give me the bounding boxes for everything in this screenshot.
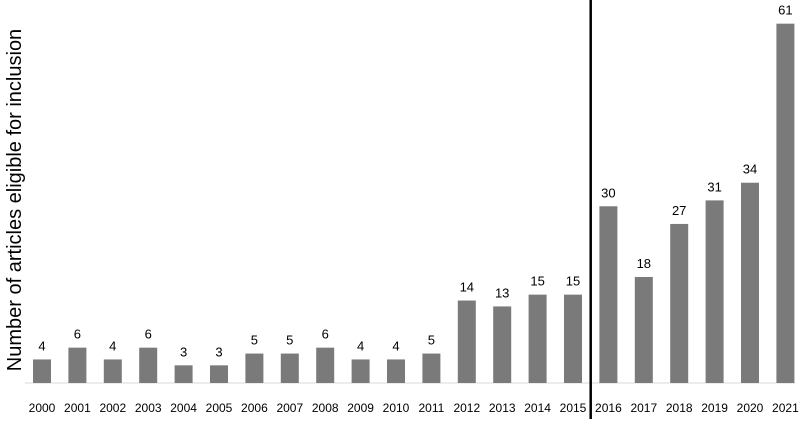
category-label-2012: 2012 (453, 401, 480, 415)
category-label-2005: 2005 (206, 401, 233, 415)
category-label-2006: 2006 (241, 401, 268, 415)
bar-2004 (174, 365, 193, 383)
bar-2013 (493, 306, 512, 383)
category-label-2003: 2003 (135, 401, 162, 415)
y-axis-label: Number of articles eligible for inclusio… (4, 29, 26, 371)
category-label-2013: 2013 (489, 401, 516, 415)
category-label-2014: 2014 (524, 401, 551, 415)
bar-2006 (245, 353, 264, 383)
bar-2017 (634, 276, 653, 383)
value-label-2019: 31 (707, 179, 721, 194)
value-label-2014: 15 (530, 274, 544, 289)
bar-2001 (68, 347, 87, 383)
value-label-2007: 5 (286, 333, 293, 348)
bar-2007 (280, 353, 299, 383)
category-label-2015: 2015 (560, 401, 587, 415)
value-label-2002: 4 (109, 338, 116, 353)
value-label-2001: 6 (74, 327, 81, 342)
category-label-2002: 2002 (99, 401, 126, 415)
category-label-2018: 2018 (666, 401, 693, 415)
value-label-2003: 6 (145, 327, 152, 342)
category-label-2004: 2004 (170, 401, 197, 415)
bar-2020 (741, 182, 759, 383)
category-label-2010: 2010 (383, 401, 410, 415)
bar-2000 (33, 359, 51, 383)
category-label-2017: 2017 (630, 401, 657, 415)
bar-2015 (564, 294, 582, 383)
bar-2010 (387, 359, 405, 383)
value-label-2011: 5 (428, 333, 435, 348)
value-label-2017: 18 (637, 256, 651, 271)
category-label-2008: 2008 (312, 401, 339, 415)
value-label-2010: 4 (392, 338, 399, 353)
category-label-2021: 2021 (772, 401, 799, 415)
value-label-2015: 15 (566, 274, 580, 289)
value-label-2012: 14 (460, 280, 474, 295)
bars-layer (33, 23, 795, 383)
value-label-2008: 6 (322, 327, 329, 342)
bar-2019 (705, 200, 724, 383)
value-label-2005: 3 (215, 344, 222, 359)
category-label-2019: 2019 (701, 401, 728, 415)
category-label-2011: 2011 (418, 401, 444, 415)
category-label-2016: 2016 (595, 401, 622, 415)
bar-2003 (139, 347, 158, 383)
bar-2008 (316, 347, 335, 383)
value-label-2018: 27 (672, 203, 686, 218)
bar-2018 (670, 223, 689, 383)
bar-2014 (528, 294, 547, 383)
value-labels-layer: 4 6 4 6 3 3 5 5 6 4 4 5 14 13 15 15 30 18 27 31 34 61 (38, 3, 792, 360)
category-label-2009: 2009 (347, 401, 374, 415)
category-label-2001: 2001 (64, 401, 91, 415)
value-label-2021: 61 (778, 3, 792, 18)
value-label-2006: 5 (251, 333, 258, 348)
value-label-2000: 4 (38, 338, 45, 353)
value-label-2013: 13 (495, 285, 509, 300)
value-label-2020: 34 (743, 162, 757, 177)
bar-2002 (103, 359, 122, 383)
value-label-2004: 3 (180, 344, 187, 359)
bar-2009 (351, 359, 370, 383)
value-label-2016: 30 (601, 185, 615, 200)
bar-2021 (776, 23, 795, 383)
bar-2011 (422, 353, 441, 383)
category-labels-layer: 2000 2001 2002 2003 2004 2005 2006 2007 2008 2009… (29, 401, 799, 415)
bar-2016 (599, 206, 618, 383)
value-label-2009: 4 (357, 338, 364, 353)
bar-2012 (457, 300, 476, 383)
category-label-2020: 2020 (737, 401, 764, 415)
category-label-2007: 2007 (276, 401, 303, 415)
bar-2005 (210, 365, 228, 383)
category-label-2000: 2000 (29, 401, 56, 415)
